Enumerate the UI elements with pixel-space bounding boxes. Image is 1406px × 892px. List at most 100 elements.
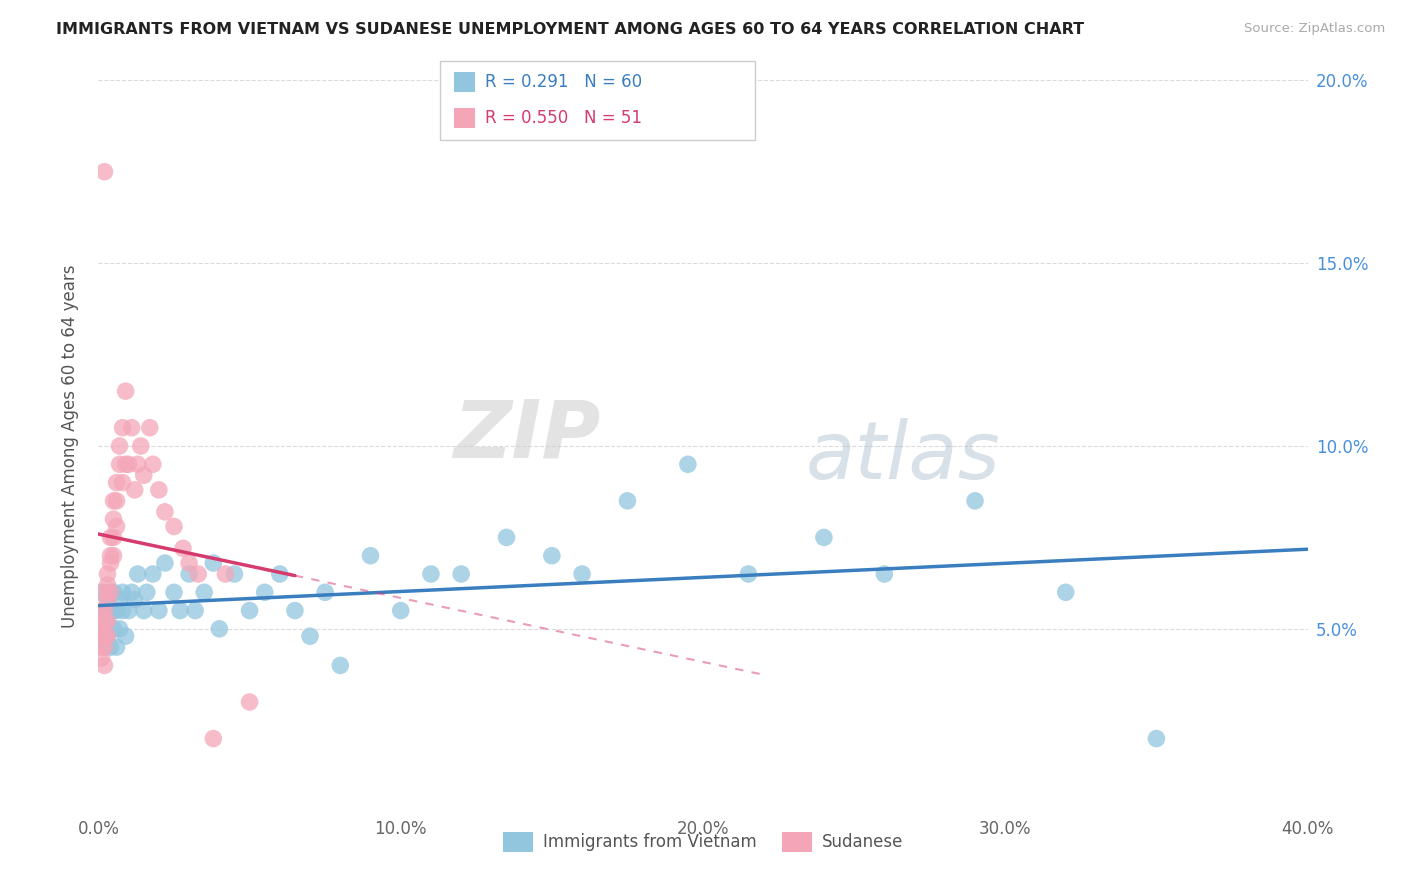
Point — [737, 567, 759, 582]
Point — [873, 567, 896, 582]
Point — [202, 556, 225, 570]
Point — [495, 530, 517, 544]
Text: IMMIGRANTS FROM VIETNAM VS SUDANESE UNEMPLOYMENT AMONG AGES 60 TO 64 YEARS CORRE: IMMIGRANTS FROM VIETNAM VS SUDANESE UNEM… — [56, 22, 1084, 37]
Point — [100, 603, 122, 617]
Point — [224, 567, 246, 582]
Point — [124, 483, 146, 497]
Point — [108, 592, 131, 607]
Point — [239, 695, 262, 709]
Point — [93, 640, 115, 655]
Text: R = 0.291   N = 60: R = 0.291 N = 60 — [485, 73, 643, 91]
Point — [148, 603, 170, 617]
Point — [284, 603, 307, 617]
Point — [103, 549, 125, 563]
Point — [239, 603, 262, 617]
Point — [571, 567, 593, 582]
Point — [100, 556, 122, 570]
Point — [121, 585, 143, 599]
Point — [179, 567, 201, 582]
Point — [103, 622, 125, 636]
Point — [184, 603, 207, 617]
Point — [114, 629, 136, 643]
Point — [96, 629, 118, 643]
Point — [1054, 585, 1077, 599]
Point — [314, 585, 336, 599]
Point — [132, 603, 155, 617]
Point — [135, 585, 157, 599]
Point — [90, 622, 112, 636]
Point — [105, 494, 128, 508]
Point — [299, 629, 322, 643]
Text: ZIP: ZIP — [453, 396, 600, 474]
Point — [179, 556, 201, 570]
Point — [90, 585, 112, 599]
Point — [360, 549, 382, 563]
Point — [90, 603, 112, 617]
Point — [187, 567, 209, 582]
Point — [100, 549, 122, 563]
Point — [93, 658, 115, 673]
Point — [90, 629, 112, 643]
Point — [163, 519, 186, 533]
Point — [108, 439, 131, 453]
Point — [111, 421, 134, 435]
Point — [93, 622, 115, 636]
Point — [114, 457, 136, 471]
Point — [118, 457, 141, 471]
Point — [139, 421, 162, 435]
Point — [90, 651, 112, 665]
Point — [616, 494, 638, 508]
Point — [103, 530, 125, 544]
Point — [153, 556, 176, 570]
Point — [142, 457, 165, 471]
Point — [208, 622, 231, 636]
Point — [96, 615, 118, 629]
Point — [127, 457, 149, 471]
Point — [100, 585, 122, 599]
Point — [420, 567, 443, 582]
Point — [129, 439, 152, 453]
Point — [540, 549, 562, 563]
Point — [93, 603, 115, 617]
Point — [202, 731, 225, 746]
Point — [111, 475, 134, 490]
Point — [96, 578, 118, 592]
Text: Source: ZipAtlas.com: Source: ZipAtlas.com — [1244, 22, 1385, 36]
Point — [93, 585, 115, 599]
Point — [108, 457, 131, 471]
Point — [96, 592, 118, 607]
Point — [965, 494, 987, 508]
Point — [329, 658, 352, 673]
Point — [142, 567, 165, 582]
Point — [269, 567, 291, 582]
Point — [105, 475, 128, 490]
Point — [153, 505, 176, 519]
Point — [121, 421, 143, 435]
Point — [111, 585, 134, 599]
Y-axis label: Unemployment Among Ages 60 to 64 years: Unemployment Among Ages 60 to 64 years — [60, 264, 79, 628]
Point — [93, 603, 115, 617]
Point — [676, 457, 699, 471]
Point — [124, 592, 146, 607]
Point — [96, 592, 118, 607]
Point — [96, 567, 118, 582]
Point — [96, 615, 118, 629]
Point — [450, 567, 472, 582]
Point — [90, 622, 112, 636]
Point — [163, 585, 186, 599]
Point — [813, 530, 835, 544]
Point — [253, 585, 276, 599]
Point — [105, 603, 128, 617]
Point — [127, 567, 149, 582]
Point — [93, 164, 115, 178]
Point — [103, 494, 125, 508]
Point — [100, 585, 122, 599]
Legend: Immigrants from Vietnam, Sudanese: Immigrants from Vietnam, Sudanese — [496, 826, 910, 858]
Point — [93, 615, 115, 629]
Point — [172, 541, 194, 556]
Point — [93, 629, 115, 643]
Point — [169, 603, 191, 617]
Point — [132, 468, 155, 483]
Point — [111, 603, 134, 617]
Point — [90, 640, 112, 655]
